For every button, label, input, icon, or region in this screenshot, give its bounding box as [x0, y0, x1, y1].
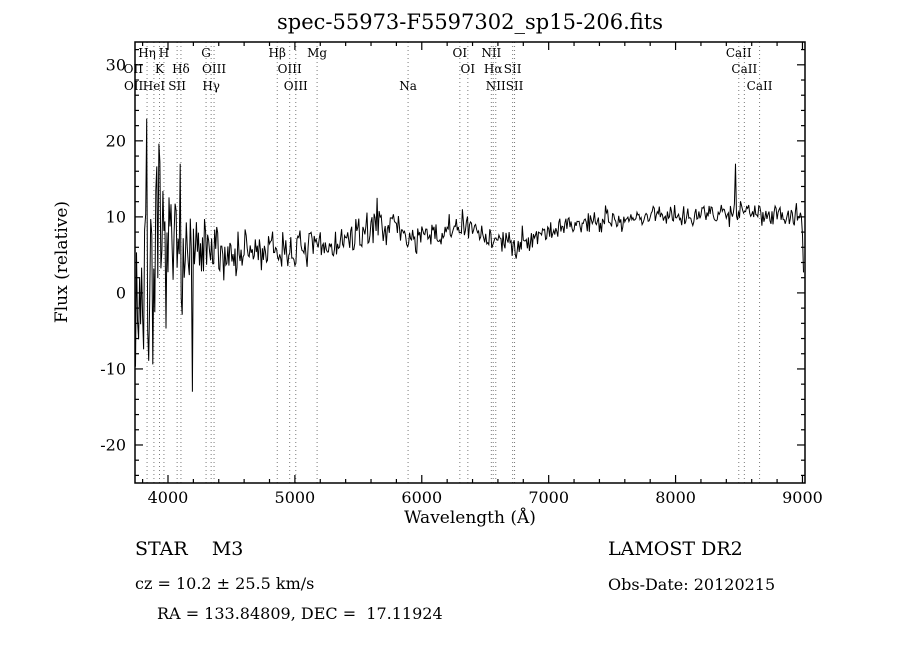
spectral-line-label: G: [201, 46, 211, 60]
spectral-line-label: Hγ: [202, 79, 220, 93]
spectral-line-label: OIII: [202, 62, 226, 76]
survey-release-label: LAMOST DR2: [608, 538, 743, 560]
spectral-line-label: OIII: [278, 62, 302, 76]
cz-velocity-label: cz = 10.2 ± 25.5 km/s: [135, 574, 315, 593]
plot-title: spec-55973-F5597302_sp15-206.fits: [276, 10, 664, 34]
spectral-line-label: OII: [124, 62, 144, 76]
spectral-line-label: HeI: [143, 79, 166, 93]
x-tick-label: 9000: [782, 488, 823, 507]
spectral-line-label: SII: [168, 79, 186, 93]
x-tick-label: 8000: [655, 488, 696, 507]
object-class-label: STAR M3: [135, 538, 244, 560]
spectral-line-label: K: [155, 62, 165, 76]
coordinates-label: RA = 133.84809, DEC = 17.11924: [157, 604, 443, 623]
spectral-line-label: Hβ: [269, 46, 286, 60]
spectral-line-label: Na: [399, 79, 417, 93]
spectral-line-label: SII: [504, 62, 522, 76]
spectral-line-label: OII: [124, 79, 144, 93]
x-tick-label: 4000: [148, 488, 189, 507]
spectral-line-label: Hη: [138, 46, 156, 60]
x-tick-label: 5000: [275, 488, 316, 507]
spectral-line-label: Hδ: [172, 62, 190, 76]
y-tick-label: 20: [106, 131, 126, 150]
spectral-line-label: Hα: [484, 62, 503, 76]
y-tick-label: -20: [100, 435, 126, 454]
spectral-line-label: CaII: [747, 79, 773, 93]
x-tick-label: 7000: [528, 488, 569, 507]
spectral-line-label: OI: [453, 46, 468, 60]
y-tick-label: 0: [116, 283, 126, 302]
y-tick-label: 30: [106, 55, 126, 74]
spectral-line-label: NII: [486, 79, 506, 93]
y-axis-label: Flux (relative): [52, 200, 72, 324]
x-axis-label: Wavelength (Å): [404, 508, 536, 528]
spectral-line-label: SII: [506, 79, 524, 93]
spectral-line-label: NII: [481, 46, 501, 60]
spectral-line-label: OIII: [284, 79, 308, 93]
y-tick-label: 10: [106, 207, 126, 226]
spectral-line-label: CaII: [731, 62, 757, 76]
obs-date-label: Obs-Date: 20120215: [608, 575, 776, 594]
spectral-line-label: H: [159, 46, 169, 60]
spectral-line-label: CaII: [726, 46, 752, 60]
y-tick-label: -10: [100, 359, 126, 378]
spectral-line-label: Mg: [307, 46, 327, 60]
spectral-line-label: OI: [461, 62, 476, 76]
spectrum-trace: [135, 118, 804, 392]
x-tick-label: 6000: [401, 488, 442, 507]
